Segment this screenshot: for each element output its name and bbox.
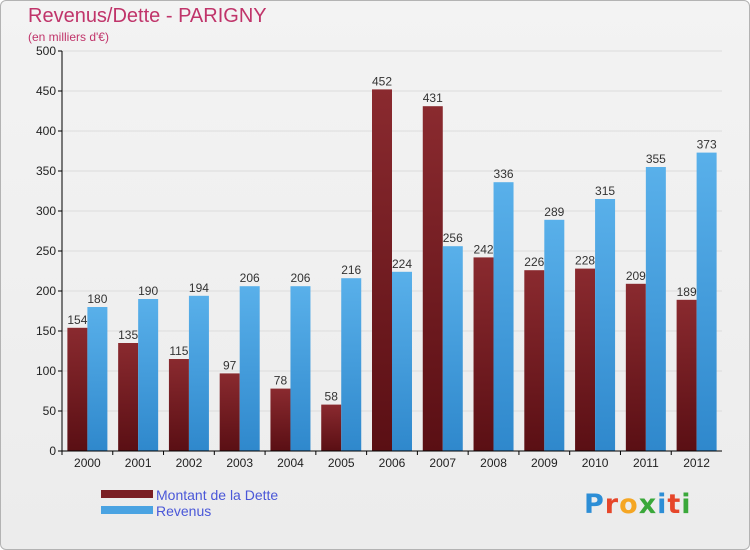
y-tick-label: 400 — [36, 124, 56, 138]
x-tick-label: 2001 — [125, 456, 152, 470]
x-tick-label: 2010 — [582, 456, 609, 470]
value-label-revenus: 224 — [392, 257, 412, 271]
bar-dette — [473, 257, 494, 451]
bar-dette — [118, 343, 139, 451]
value-label-revenus: 190 — [138, 284, 158, 298]
chart-title: Revenus/Dette - PARIGNY — [28, 5, 267, 27]
bar-revenus — [341, 278, 362, 451]
chart-subtitle: (en milliers d'€) — [28, 30, 109, 44]
proxiti-logo: Proxiti — [584, 489, 692, 520]
y-tick-label: 300 — [36, 204, 56, 218]
x-tick-label: 2000 — [74, 456, 101, 470]
value-label-revenus: 355 — [646, 152, 666, 166]
x-tick-label: 2011 — [633, 456, 659, 470]
value-label-revenus: 336 — [494, 167, 514, 181]
value-label-dette: 97 — [223, 358, 237, 372]
value-label-dette: 242 — [474, 242, 494, 256]
y-tick-label: 50 — [43, 404, 57, 418]
x-tick-label: 2006 — [379, 456, 406, 470]
x-tick-label: 2008 — [480, 456, 507, 470]
y-tick-label: 100 — [36, 364, 56, 378]
bar-dette — [270, 388, 291, 451]
bar-revenus — [290, 286, 311, 451]
bar-revenus — [188, 295, 209, 451]
value-label-revenus: 206 — [240, 271, 260, 285]
y-tick-label: 200 — [36, 284, 56, 298]
value-label-dette: 135 — [118, 328, 138, 342]
value-label-dette: 78 — [274, 374, 288, 388]
bar-revenus — [493, 182, 514, 451]
bar-dette — [219, 373, 240, 451]
bar-dette — [676, 299, 697, 451]
value-label-dette: 452 — [372, 74, 392, 88]
value-label-revenus: 256 — [443, 231, 463, 245]
bar-dette — [321, 404, 342, 451]
bar-revenus — [696, 152, 717, 451]
y-tick-label: 150 — [36, 324, 56, 338]
value-label-dette: 209 — [626, 269, 646, 283]
value-label-revenus: 289 — [544, 205, 564, 219]
value-label-revenus: 373 — [697, 138, 717, 152]
value-label-dette: 431 — [423, 91, 443, 105]
x-tick-label: 2005 — [328, 456, 355, 470]
bar-dette — [625, 283, 646, 451]
value-label-dette: 58 — [325, 390, 339, 404]
value-label-revenus: 315 — [595, 184, 615, 198]
legend-swatch-revenus — [101, 506, 153, 514]
bar-revenus — [138, 299, 159, 451]
x-tick-label: 2007 — [429, 456, 456, 470]
value-label-dette: 189 — [677, 285, 697, 299]
bar-revenus — [392, 271, 412, 451]
legend-swatch-dette — [101, 490, 153, 498]
x-tick-label: 2009 — [531, 456, 558, 470]
value-label-dette: 228 — [575, 254, 595, 268]
y-tick-label: 0 — [49, 444, 56, 458]
x-tick-label: 2012 — [683, 456, 710, 470]
legend-label-revenus: Revenus — [156, 503, 212, 519]
y-tick-label: 350 — [36, 164, 56, 178]
bar-revenus — [595, 199, 616, 451]
bar-dette — [168, 359, 189, 451]
value-label-revenus: 216 — [341, 263, 361, 277]
value-label-dette: 226 — [524, 255, 544, 269]
x-tick-label: 2003 — [226, 456, 253, 470]
bar-revenus — [544, 219, 565, 451]
value-label-revenus: 180 — [87, 292, 107, 306]
bar-dette — [372, 89, 392, 452]
value-label-dette: 154 — [67, 313, 87, 327]
value-label-revenus: 194 — [189, 281, 209, 295]
bar-revenus — [442, 246, 463, 451]
bar-dette — [422, 106, 443, 451]
bar-dette — [575, 268, 596, 451]
bar-dette — [67, 327, 88, 451]
value-label-revenus: 206 — [290, 271, 310, 285]
y-tick-label: 500 — [36, 44, 56, 58]
y-tick-label: 250 — [36, 244, 56, 258]
x-tick-label: 2002 — [176, 456, 203, 470]
bar-revenus — [239, 286, 260, 451]
bar-revenus — [645, 167, 666, 451]
bar-dette — [524, 270, 545, 451]
legend-label-dette: Montant de la Dette — [156, 487, 279, 503]
x-tick-label: 2004 — [277, 456, 304, 470]
y-tick-label: 450 — [36, 84, 56, 98]
value-label-dette: 115 — [169, 344, 188, 358]
bar-revenus — [87, 307, 108, 451]
